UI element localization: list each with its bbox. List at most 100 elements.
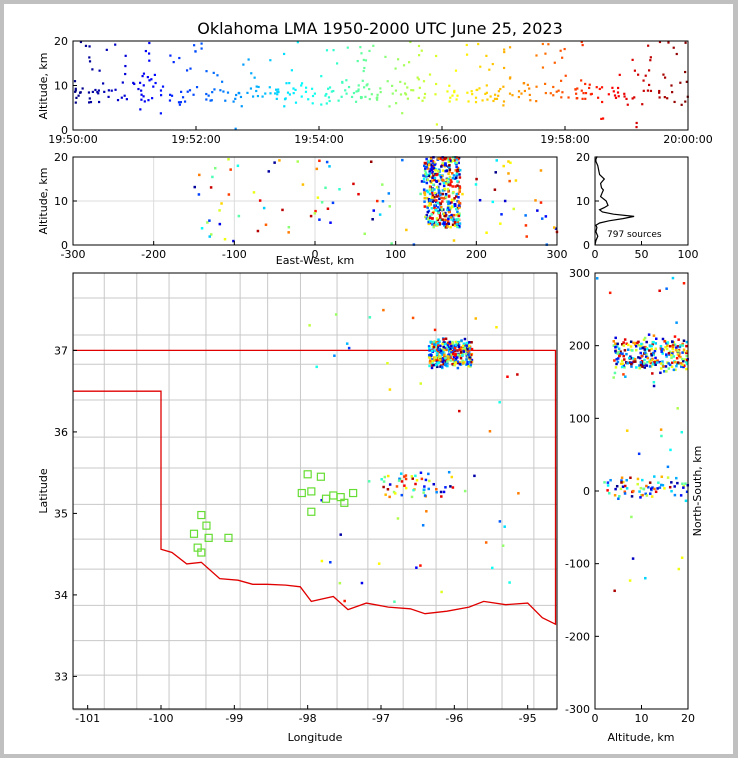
- east-west-point: [218, 209, 221, 212]
- east-west-point: [438, 168, 441, 172]
- map-lightning-point: [398, 477, 401, 481]
- map-lightning-point: [467, 350, 470, 353]
- time-height-point: [320, 103, 323, 106]
- x-tick-label: 200: [466, 248, 487, 261]
- east-west-point: [427, 163, 431, 167]
- map-lightning-point: [451, 486, 455, 489]
- map-lightning-point: [442, 345, 445, 349]
- north-south-point: [680, 365, 683, 368]
- east-west-point: [426, 178, 430, 182]
- time-height-point: [150, 78, 153, 81]
- north-south-point: [668, 345, 672, 348]
- time-height-point: [499, 87, 502, 91]
- east-west-point: [287, 231, 290, 234]
- north-south-point: [659, 345, 663, 348]
- east-west-point: [453, 203, 457, 206]
- north-south-point: [684, 482, 687, 485]
- map-lightning-point: [440, 365, 444, 369]
- time-height-point: [503, 48, 506, 51]
- north-south-point: [637, 343, 640, 347]
- lma-station-marker: [224, 533, 233, 542]
- y-tick-label: 10: [576, 195, 590, 208]
- north-south-point: [665, 287, 668, 290]
- source-count-annotation: 797 sources: [607, 230, 662, 240]
- north-south-point: [636, 341, 639, 345]
- time-height-point: [256, 94, 260, 98]
- time-height-point: [649, 56, 652, 59]
- north-south-point: [629, 340, 633, 344]
- north-south-point: [613, 493, 617, 497]
- east-west-point: [455, 213, 458, 217]
- y-tick-label: 10: [54, 195, 68, 208]
- map-lightning-point: [441, 352, 445, 355]
- time-height-point: [143, 100, 146, 103]
- north-south-point: [671, 276, 675, 280]
- time-height-point: [152, 85, 155, 88]
- east-west-point: [457, 218, 460, 222]
- east-west-point: [441, 192, 444, 196]
- y-axis-label: Altitude, km: [37, 167, 50, 234]
- north-south-point: [678, 345, 682, 349]
- east-west-point: [446, 206, 450, 210]
- north-south-point: [645, 494, 649, 497]
- east-west-point: [444, 218, 447, 222]
- east-west-point: [458, 202, 461, 205]
- time-height-point: [139, 108, 142, 111]
- map-lightning-point: [435, 487, 438, 491]
- north-south-point: [643, 358, 646, 362]
- map-lightning-point: [466, 362, 469, 366]
- north-south-point: [649, 361, 653, 365]
- east-west-point: [443, 157, 446, 160]
- east-west-point: [433, 206, 436, 210]
- north-south-point: [639, 351, 642, 355]
- north-south-point: [656, 359, 659, 362]
- north-south-point: [603, 481, 606, 484]
- east-west-point: [387, 192, 391, 195]
- time-height-point: [159, 112, 162, 115]
- east-west-point: [437, 179, 440, 182]
- east-west-point: [451, 177, 455, 180]
- map-lightning-point: [450, 353, 453, 356]
- east-west-point: [405, 228, 408, 232]
- east-west-point: [458, 206, 461, 209]
- time-height-point: [397, 58, 400, 61]
- north-south-point: [625, 478, 628, 482]
- time-height-point: [212, 71, 215, 74]
- map-lightning-point: [395, 485, 399, 488]
- time-height-point: [589, 93, 592, 96]
- map-lightning-point: [464, 352, 468, 356]
- east-west-point: [425, 196, 429, 200]
- east-west-point: [454, 169, 458, 172]
- east-west-point: [449, 183, 452, 187]
- east-west-point: [440, 196, 443, 200]
- north-south-point: [673, 485, 676, 488]
- time-height-point: [616, 86, 620, 90]
- time-height-point: [511, 94, 514, 97]
- time-height-point: [544, 82, 547, 85]
- east-west-point: [428, 192, 432, 196]
- north-south-point: [685, 354, 688, 358]
- east-west-point: [432, 183, 435, 187]
- north-south-point: [631, 357, 635, 360]
- north-south-point: [639, 344, 642, 348]
- east-west-point: [435, 217, 439, 220]
- east-west-point: [431, 188, 435, 191]
- map-lightning-point: [320, 498, 323, 502]
- east-west-point: [443, 214, 447, 218]
- time-height-point: [671, 91, 674, 94]
- time-height-point: [502, 85, 505, 88]
- time-height-point: [137, 87, 140, 91]
- time-height-point: [364, 95, 367, 98]
- east-west-point: [329, 221, 332, 224]
- north-south-point: [621, 362, 624, 365]
- north-south-point: [621, 352, 624, 355]
- north-south-point: [677, 349, 680, 353]
- map-lightning-point: [439, 490, 443, 494]
- map-lightning-point: [451, 346, 454, 350]
- map-lightning-point: [427, 345, 431, 348]
- map-lightning-point: [470, 358, 474, 362]
- north-south-point: [665, 353, 668, 356]
- time-height-point: [77, 94, 80, 97]
- east-west-point: [433, 178, 436, 181]
- map-lightning-point: [411, 316, 415, 320]
